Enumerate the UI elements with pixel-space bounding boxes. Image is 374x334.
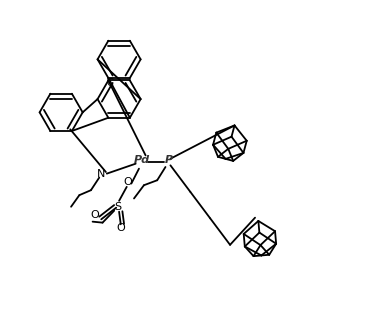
Text: S: S bbox=[114, 202, 121, 212]
Text: C: C bbox=[107, 78, 113, 88]
Text: P: P bbox=[165, 155, 173, 165]
Text: O: O bbox=[123, 177, 132, 187]
Text: O: O bbox=[116, 223, 125, 233]
Text: O: O bbox=[90, 210, 99, 220]
Text: Pd: Pd bbox=[134, 155, 150, 165]
Text: N: N bbox=[97, 169, 105, 179]
